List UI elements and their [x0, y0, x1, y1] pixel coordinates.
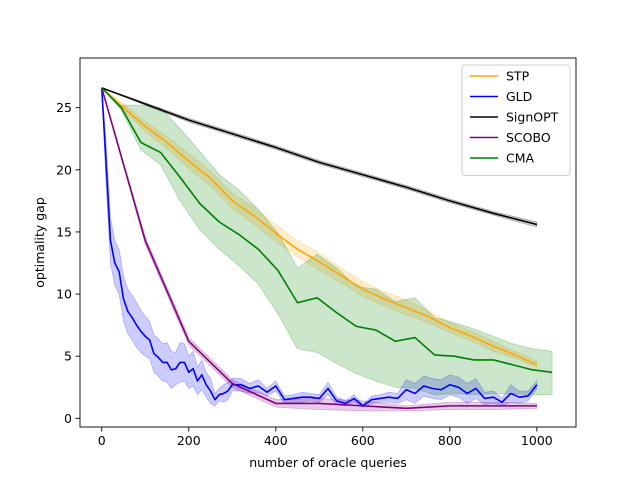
y-axis-ticks: 0 5 10 15 20 25	[56, 100, 80, 426]
legend: STP GLD SignOPT SCOBO CMA	[461, 64, 571, 176]
plot-frame	[79, 57, 577, 428]
y-tick-label: 0	[64, 411, 72, 426]
y-tick-label: 20	[56, 162, 72, 177]
y-tick-label: 10	[56, 287, 72, 302]
legend-label-gld: GLD	[506, 89, 532, 104]
line-stp	[101, 87, 538, 366]
x-tick-label: 400	[264, 433, 288, 448]
x-tick-label: 0	[98, 433, 106, 448]
line-cma	[101, 87, 553, 374]
axes	[79, 57, 577, 428]
legend-box	[461, 64, 571, 176]
x-tick-label: 1000	[521, 433, 553, 448]
y-tick-label: 15	[56, 224, 72, 239]
y-tick-label: 5	[64, 349, 72, 364]
x-tick-label: 800	[438, 433, 462, 448]
y-tick-label: 25	[56, 100, 72, 115]
x-axis-ticks: 0 200 400 600 800 1000	[98, 427, 553, 448]
x-tick-label: 600	[351, 433, 375, 448]
line-scobo	[100, 87, 537, 410]
x-tick-label: 200	[177, 433, 201, 448]
legend-label-cma: CMA	[506, 151, 535, 166]
y-axis-label: optimality gap	[32, 197, 47, 288]
line-signopt	[101, 87, 538, 226]
band-gld	[101, 87, 538, 408]
line-gld	[100, 87, 538, 407]
legend-label-signopt: SignOPT	[506, 110, 559, 125]
series-lines	[100, 87, 553, 410]
x-axis-label: number of oracle queries	[249, 455, 407, 470]
legend-label-scobo: SCOBO	[506, 130, 551, 145]
legend-label-stp: STP	[506, 69, 530, 84]
